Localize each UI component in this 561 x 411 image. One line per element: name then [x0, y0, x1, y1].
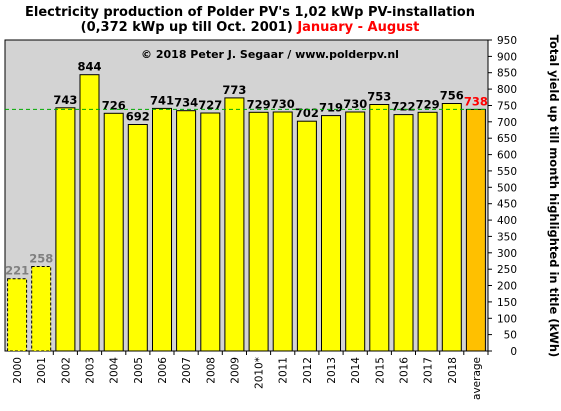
value-label-2003: 844 — [77, 60, 101, 74]
value-label-2007: 734 — [174, 96, 198, 110]
value-label-2000: 221 — [5, 264, 29, 278]
bar-2000 — [7, 278, 28, 352]
y-tick-label: 0 — [510, 346, 517, 358]
x-tick-label: 2010* — [254, 357, 266, 389]
x-tick-label: 2018 — [447, 357, 459, 384]
bars-layer — [7, 74, 486, 352]
value-label-average: 738 — [464, 94, 488, 108]
x-tick-label: 2011 — [278, 357, 290, 384]
chart-title-line2: (0,372 kWp up till Oct. 2001) January - … — [81, 20, 420, 35]
value-label-2011: 730 — [271, 97, 295, 111]
y-tick-label: 850 — [497, 68, 517, 80]
y-tick-label: 250 — [497, 264, 517, 276]
y-tick-label: 500 — [497, 182, 517, 194]
y-axis: 0 50 100 150 200 250 300 350 400 450 500 550 600 650 7… — [488, 35, 517, 358]
bar-2016 — [393, 114, 414, 352]
value-label-2013: 719 — [319, 101, 343, 115]
value-label-2005: 692 — [126, 110, 150, 124]
value-label-2006: 741 — [150, 93, 174, 107]
y-tick-label: 450 — [497, 199, 517, 211]
value-label-2014: 730 — [343, 97, 367, 111]
y-tick-label: 200 — [497, 281, 517, 293]
x-tick-label: average — [471, 357, 483, 400]
x-tick-label: 2012 — [302, 357, 314, 384]
y-tick-label: 350 — [497, 231, 517, 243]
bar-average — [465, 108, 486, 352]
y-tick-label: 650 — [497, 133, 517, 145]
x-tick-label: 2001 — [36, 357, 48, 384]
bar-2009 — [224, 97, 245, 352]
x-tick-label: 2002 — [60, 357, 72, 384]
x-tick-label: 2004 — [109, 357, 121, 384]
x-tick-label: 2006 — [157, 357, 169, 384]
copyright-text: © 2018 Peter J. Segaar / www.polderpv.nl — [141, 48, 399, 61]
y-tick-label: 700 — [497, 117, 517, 129]
x-tick-label: 2008 — [205, 357, 217, 384]
value-label-2018: 756 — [440, 89, 464, 103]
x-tick-label: 2000 — [12, 357, 24, 384]
chart-title-line2-red: January - August — [296, 20, 419, 35]
bar-2007 — [176, 110, 197, 352]
bar-2003 — [79, 74, 100, 352]
value-label-2016: 722 — [391, 100, 415, 114]
y-tick-label: 950 — [497, 35, 517, 47]
chart-title-line1: Electricity production of Polder PV's 1,… — [25, 5, 475, 20]
y-tick-label: 150 — [497, 297, 517, 309]
bar-2017 — [417, 111, 438, 352]
y-tick-label: 100 — [497, 313, 517, 325]
value-label-2010: 729 — [247, 97, 271, 111]
x-tick-label: 2003 — [85, 357, 97, 384]
x-tick-label: 2009 — [229, 357, 241, 384]
bar-2004 — [103, 112, 124, 352]
value-label-2001: 258 — [29, 252, 53, 266]
x-tick-label: 2014 — [350, 357, 362, 384]
bar-2005 — [127, 124, 148, 352]
bar-2002 — [55, 107, 76, 352]
bar-2001 — [31, 266, 52, 352]
bar-2012 — [296, 120, 317, 352]
x-tick-label: 2017 — [423, 357, 435, 384]
y-tick-label: 800 — [497, 84, 517, 96]
value-label-2008: 727 — [198, 98, 222, 112]
value-label-2012: 702 — [295, 106, 319, 120]
y-axis-label: Total yield up till month highlighted in… — [547, 35, 561, 358]
value-label-2004: 726 — [102, 98, 126, 112]
bar-2014 — [345, 111, 366, 352]
y-tick-label: 550 — [497, 166, 517, 178]
bar-2011 — [272, 111, 293, 352]
bar-2018 — [441, 103, 462, 352]
plot-area — [4, 39, 489, 352]
y-tick-label: 600 — [497, 150, 517, 162]
value-label-2009: 773 — [222, 83, 246, 97]
chart-title-line2-black: (0,372 kWp up till Oct. 2001) — [81, 20, 298, 35]
y-tick-label: 300 — [497, 248, 517, 260]
y-tick-label: 50 — [504, 330, 517, 342]
bar-2010 — [248, 111, 269, 352]
x-axis: 2000 2001 2002 2003 2004 2005 2006 2007 2008 2009… — [12, 351, 489, 400]
x-tick-label: 2016 — [399, 357, 411, 384]
y-tick-label: 750 — [497, 101, 517, 113]
value-label-2017: 729 — [416, 97, 440, 111]
y-tick-label: 400 — [497, 215, 517, 227]
value-label-2002: 743 — [53, 93, 77, 107]
x-tick-label: 2015 — [374, 357, 386, 384]
x-tick-label: 2005 — [133, 357, 145, 384]
value-label-2015: 753 — [367, 90, 391, 104]
bar-2006 — [152, 107, 172, 352]
bar-2013 — [321, 115, 341, 352]
y-tick-label: 900 — [497, 51, 517, 63]
bar-2008 — [200, 112, 221, 352]
x-tick-label: 2013 — [326, 357, 338, 384]
x-tick-label: 2007 — [181, 357, 193, 384]
bar-2015 — [369, 104, 390, 352]
